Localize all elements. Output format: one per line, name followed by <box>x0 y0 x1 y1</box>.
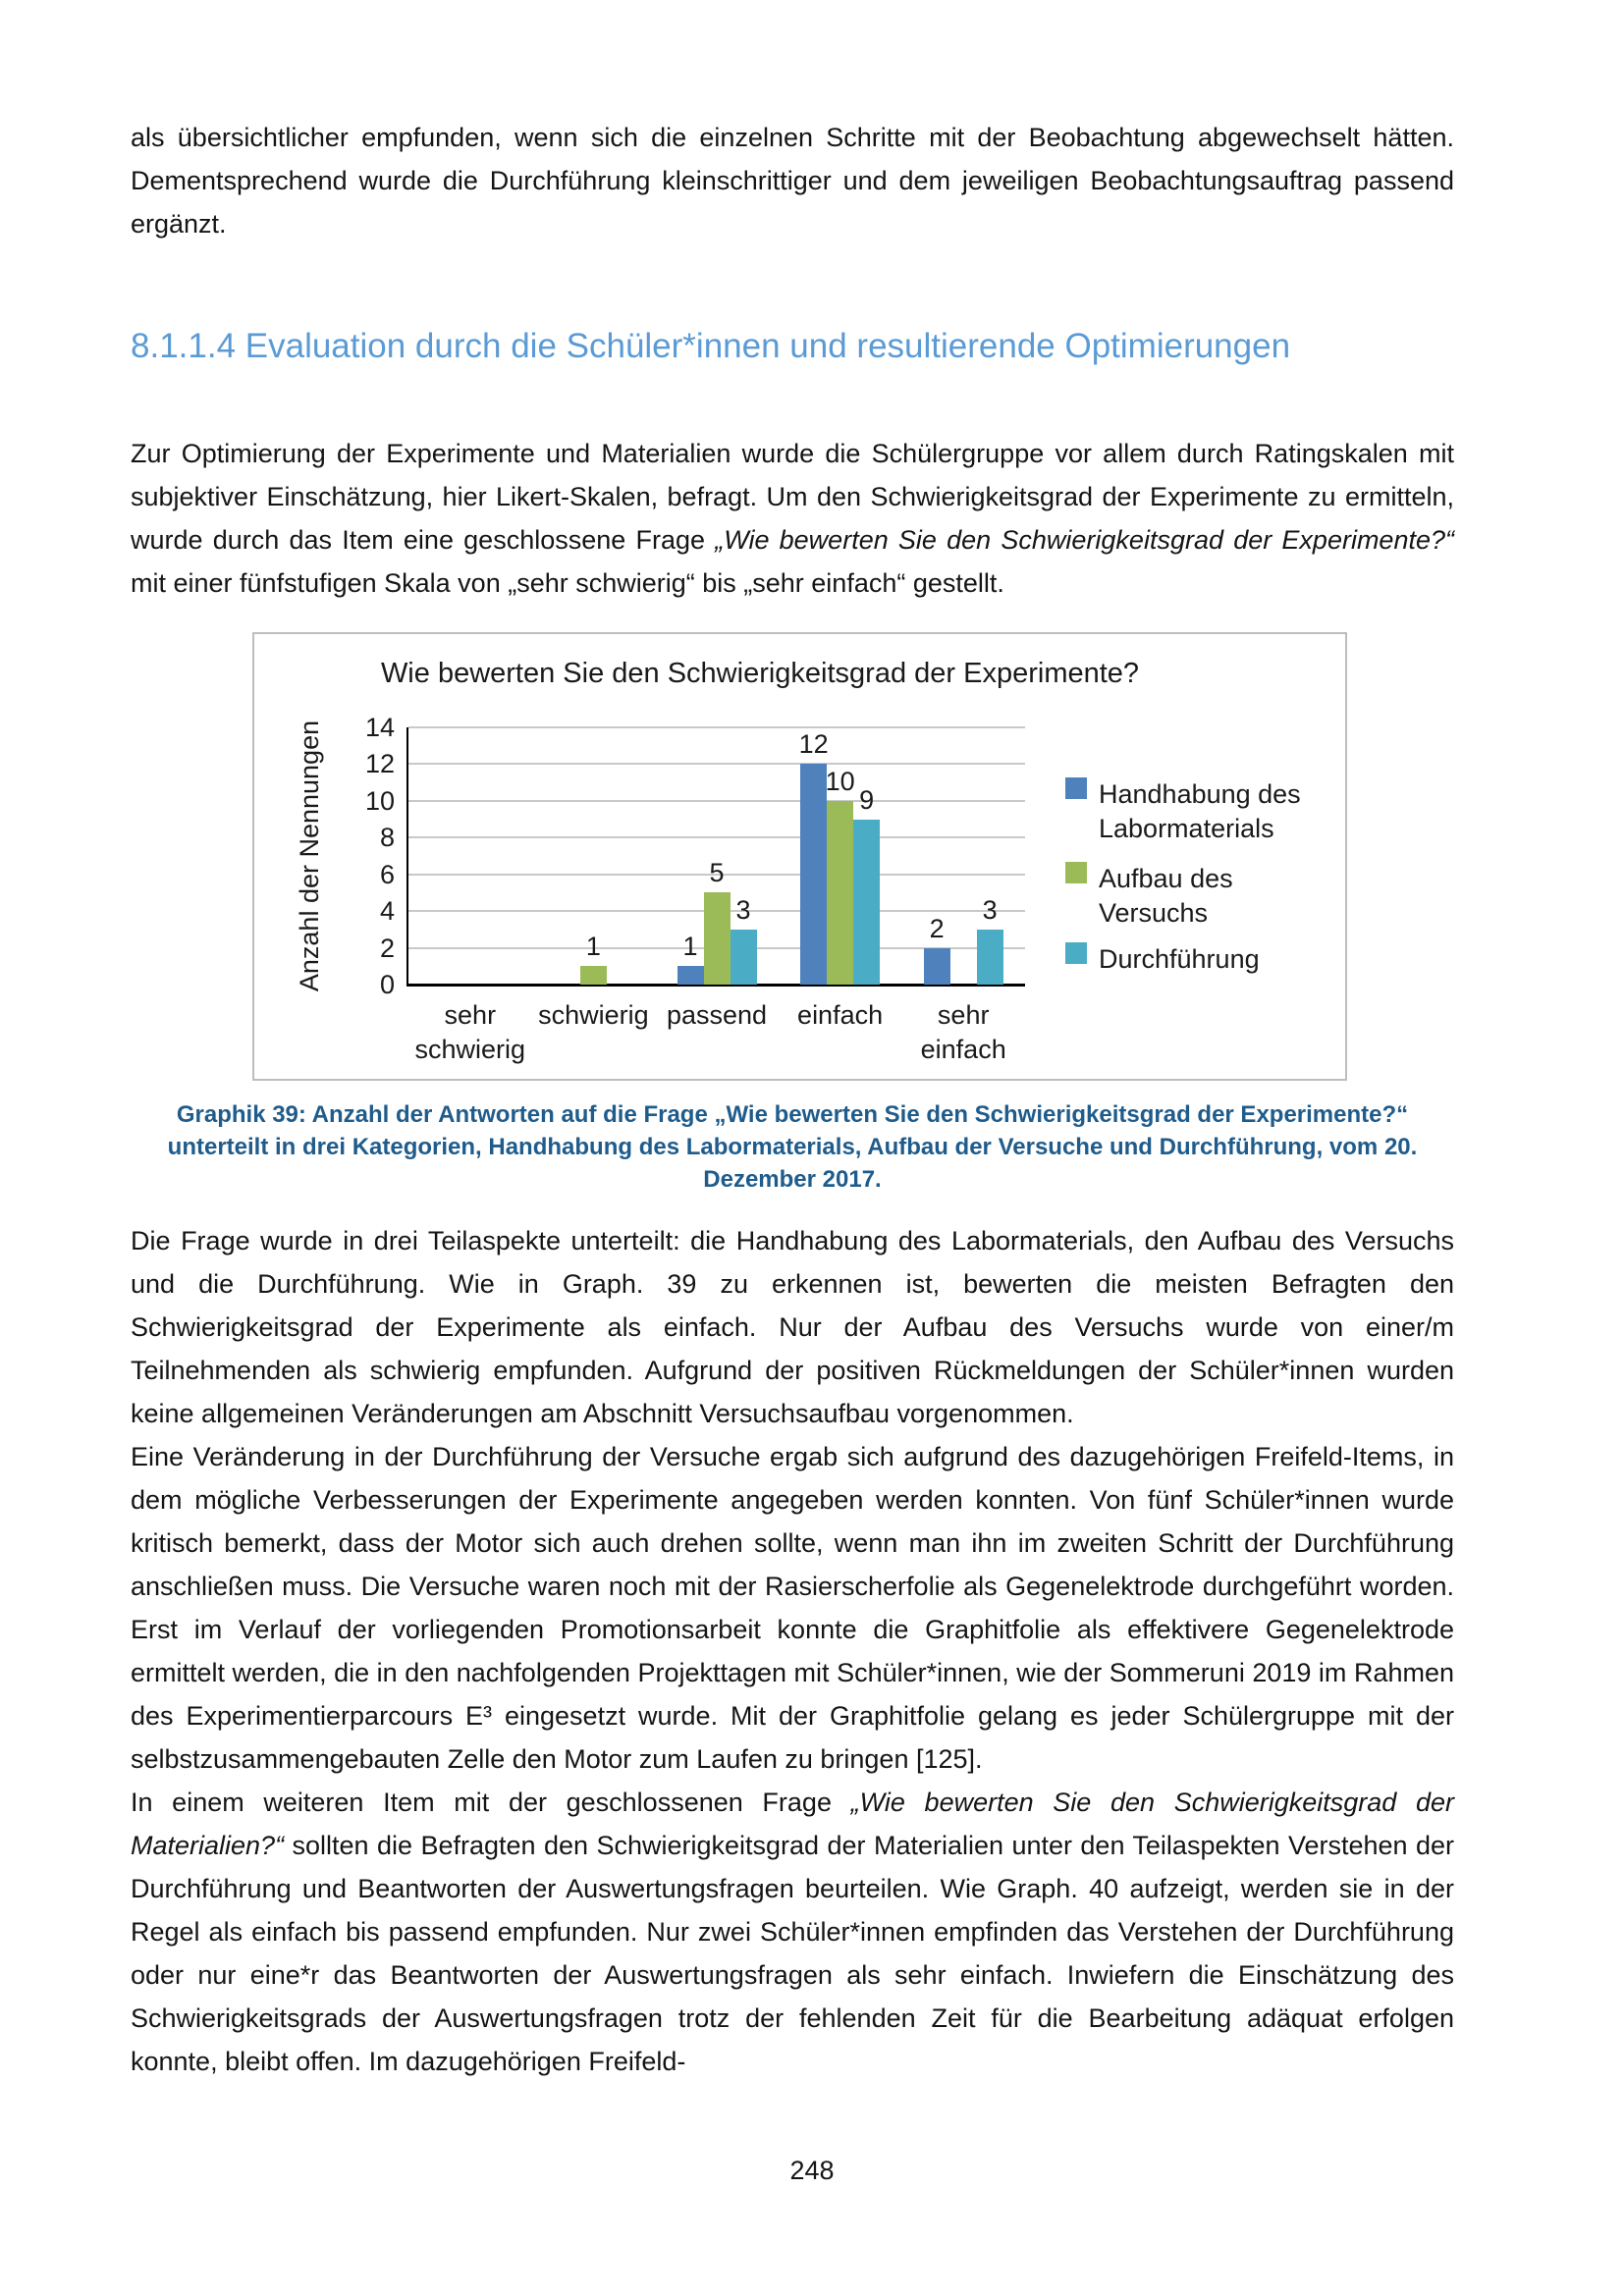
bar-chart: Wie bewerten Sie den Schwierigkeitsgrad … <box>252 632 1347 1081</box>
page-number: 248 <box>789 2156 835 2185</box>
text-run: sollten die Befragten den Schwierigkeits… <box>131 1831 1454 2076</box>
paragraph-frage: Die Frage wurde in drei Teilaspekte unte… <box>131 1219 1454 1435</box>
y-tick-label: 8 <box>379 823 395 853</box>
bar <box>827 800 854 985</box>
legend-item: Handhabung des Labormaterials <box>1065 777 1346 846</box>
paragraph-veraenderung: Eine Veränderung in der Durchführung der… <box>131 1435 1454 1781</box>
bar-value-label: 10 <box>825 766 855 796</box>
bar <box>703 892 731 985</box>
bar <box>579 966 607 985</box>
legend-swatch <box>1065 862 1087 883</box>
y-tick-label: 6 <box>379 859 395 889</box>
y-tick-label: 10 <box>364 785 395 816</box>
bar <box>677 966 704 985</box>
text-run: In einem weiteren Item mit der geschloss… <box>131 1788 851 1817</box>
y-tick-label: 4 <box>379 896 395 927</box>
x-axis-line <box>406 984 1025 987</box>
bar <box>923 947 950 985</box>
legend-label: Aufbau des Versuchs <box>1099 864 1233 928</box>
text-column: als übersichtlicher empfunden, wenn sich… <box>131 0 1454 2083</box>
grid-line <box>408 799 1025 802</box>
y-tick-label: 14 <box>364 713 395 742</box>
legend-label: Durchführung <box>1099 944 1260 974</box>
chart-figure: Wie bewerten Sie den Schwierigkeitsgrad … <box>131 632 1454 1081</box>
legend-item: Durchführung <box>1065 942 1346 977</box>
y-tick-label: 0 <box>379 970 395 999</box>
bar <box>976 929 1003 985</box>
x-axis-labels: sehr schwierig schwierig passend einfach seh… <box>254 998 1345 1077</box>
bar-value-label: 5 <box>709 858 725 888</box>
x-category-label: sehr einfach <box>920 1000 1006 1064</box>
paragraph-intro: als übersichtlicher empfunden, wenn sich… <box>131 116 1454 245</box>
plot-area: 1 1 5 3 12 10 9 2 3 <box>406 726 1025 987</box>
legend-swatch <box>1065 942 1087 964</box>
text-run: Die Frage wurde in drei Teilaspekte unte… <box>131 1226 1454 1428</box>
paragraph-weiteres-item: In einem weiteren Item mit der geschloss… <box>131 1781 1454 2083</box>
bar-value-label: 3 <box>735 894 751 925</box>
figure-caption: Graphik 39: Anzahl der Antworten auf die… <box>167 1101 1418 1193</box>
text-run: mit einer fünfstufigen Skala von „sehr s… <box>131 568 1004 598</box>
bar <box>800 764 828 985</box>
x-category-label: schwierig <box>538 1000 649 1030</box>
x-category-label: passend <box>666 1000 768 1030</box>
bar-value-label: 3 <box>982 894 998 925</box>
bar <box>853 819 881 985</box>
legend-label: Handhabung des Labormaterials <box>1099 779 1301 843</box>
bar-value-label: 1 <box>682 932 698 962</box>
y-tick-label: 2 <box>379 933 395 963</box>
section-heading: 8.1.1.4 Evaluation durch die Schüler*inn… <box>131 327 1291 365</box>
grid-line <box>408 763 1025 766</box>
bar-value-label: 2 <box>929 913 945 943</box>
text-run: „Wie bewerten Sie den Schwierigkeitsgrad… <box>131 1788 1454 1860</box>
chart-title: Wie bewerten Sie den Schwierigkeitsgrad … <box>380 658 1140 689</box>
grid-line <box>408 873 1025 876</box>
bar-value-label: 12 <box>798 729 829 760</box>
x-category-label: sehr schwierig <box>414 1000 526 1064</box>
text-run: Zur Optimierung der Experimente und Mate… <box>131 439 1454 555</box>
paragraph-optimierung: Zur Optimierung der Experimente und Mate… <box>131 432 1454 605</box>
text-run: Eine Veränderung in der Durchführung der… <box>131 1442 1454 1774</box>
text-run: als übersichtlicher empfunden, wenn sich… <box>131 123 1454 239</box>
y-tick-label: 12 <box>364 749 395 779</box>
grid-line <box>408 726 1025 728</box>
y-axis-line <box>406 727 408 987</box>
bar <box>730 929 757 985</box>
legend-swatch <box>1065 777 1087 799</box>
x-category-label: einfach <box>797 1000 884 1030</box>
bar-value-label: 9 <box>859 784 875 815</box>
legend-item: Aufbau des Versuchs <box>1065 862 1346 931</box>
text-run: „Wie bewerten Sie den Schwierigkeitsgrad… <box>715 525 1454 555</box>
bar-value-label: 1 <box>585 932 601 962</box>
grid-line <box>408 836 1025 839</box>
